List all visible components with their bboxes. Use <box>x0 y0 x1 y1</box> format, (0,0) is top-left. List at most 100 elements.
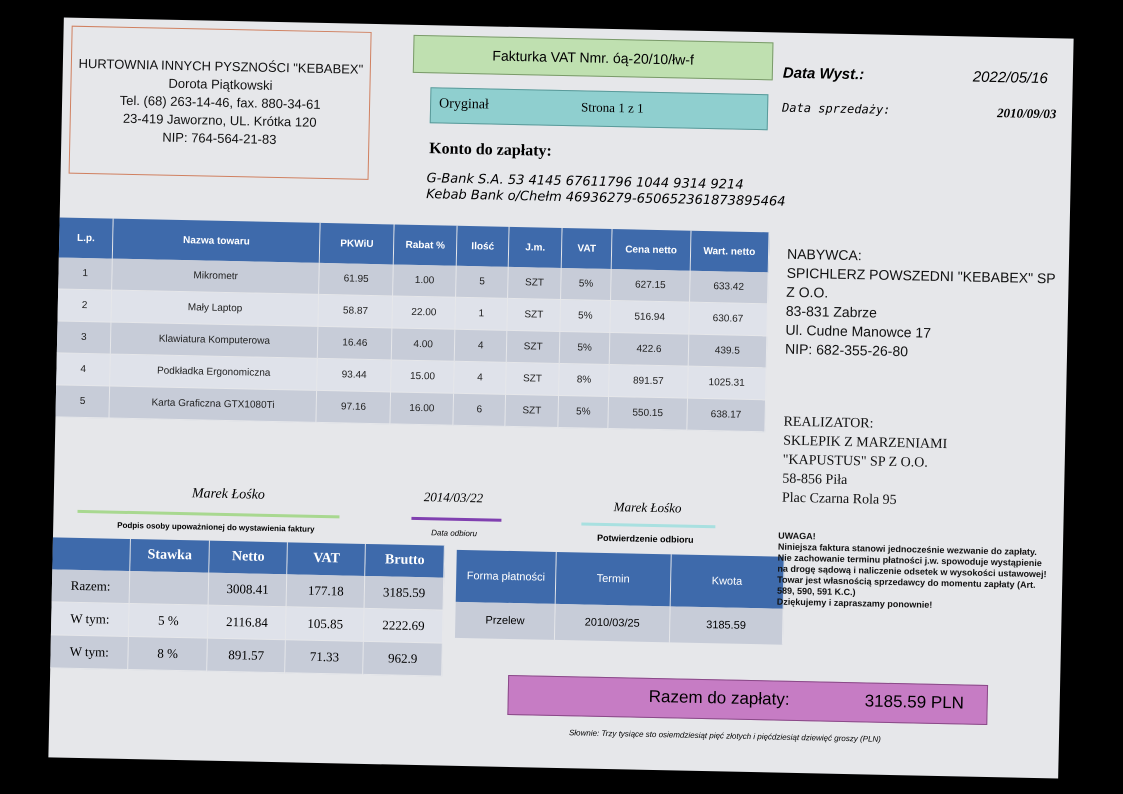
buyer-block: NABYWCA: SPICHLERZ POWSZEDNI "KEBABEX" S… <box>785 245 1056 365</box>
cell: 891.57 <box>207 638 287 674</box>
confirm-signature: Marek Łośko <box>613 499 682 516</box>
invoice-title-box: Fakturka VAT Nmr. óą-20/10/łw-f <box>412 34 774 81</box>
receipt-date: 2014/03/22 <box>423 489 484 506</box>
cell: 3008.41 <box>208 572 288 608</box>
col-cena: Cena netto <box>612 229 692 271</box>
col-stawka: Stawka <box>130 539 210 573</box>
notice-block: UWAGA! Niniejsza faktura stanowi jednocz… <box>777 531 1049 614</box>
total-label: Razem do zapłaty: <box>648 686 790 709</box>
cell: SZT <box>506 362 560 396</box>
cell: 1 <box>58 257 114 291</box>
invoice-title: Fakturka VAT Nmr. óą-20/10/łw-f <box>492 47 695 68</box>
cell: 4 <box>453 361 508 395</box>
notice-body: Niniejsza faktura stanowi jednocześnie w… <box>776 541 1047 598</box>
summary-table: Stawka Netto VAT Brutto Razem: 3008.41 177… <box>50 537 445 677</box>
original-box: Oryginał Strona 1 z 1 <box>429 87 769 131</box>
col-empty <box>52 537 132 572</box>
col-lp: L.p. <box>58 217 115 259</box>
cell: 550.15 <box>608 397 688 431</box>
cell: 891.57 <box>609 365 689 399</box>
cell: SZT <box>507 298 561 332</box>
cell: W tym: <box>50 635 130 671</box>
cell: 4 <box>454 329 508 363</box>
cell: 61.95 <box>319 262 395 297</box>
col-rabat: Rabat % <box>394 224 458 266</box>
cell: Przelew <box>454 601 556 640</box>
cell: 1025.31 <box>687 366 767 401</box>
col-wart: Wart. netto <box>690 230 770 273</box>
payment-table: Forma płatności Termin Kwota Przelew 201… <box>454 549 785 645</box>
total-box: Razem do zapłaty: 3185.59 PLN <box>507 674 989 725</box>
sale-date-label: Data sprzedaży: <box>781 100 891 117</box>
amount-in-words: Słownie: Trzy tysiące sto osiemdziesiąt … <box>568 728 881 744</box>
cell: 5% <box>560 267 613 302</box>
confirm-signature-caption: Potwierdzenie odbioru <box>596 532 694 545</box>
cell: 5 <box>55 385 111 419</box>
cell: 3 <box>56 321 112 355</box>
cell: 5 % <box>129 604 209 639</box>
auth-signature-caption: Podpis osoby upoważnionej do wystawienia… <box>117 520 315 534</box>
cell: 422.6 <box>610 333 689 367</box>
sale-date-value: 2010/09/03 <box>996 105 1057 122</box>
cell: 71.33 <box>285 640 365 675</box>
cell: 2116.84 <box>207 605 287 641</box>
cell: Podkładka Ergonomiczna <box>110 354 318 391</box>
cell: W tym: <box>50 602 130 638</box>
cell: 439.5 <box>688 334 768 369</box>
realizator-street: Plac Czarna Rola 95 <box>781 490 897 509</box>
cell: SZT <box>505 394 559 428</box>
cell: Mały Laptop <box>111 290 320 327</box>
cell: 2010/03/25 <box>555 603 671 643</box>
auth-signature: Marek Łośko <box>191 486 266 503</box>
cell: 15.00 <box>391 360 455 394</box>
cell: 93.44 <box>317 358 393 393</box>
cell: 2222.69 <box>364 608 444 644</box>
cell: 3185.59 <box>365 575 445 611</box>
cell: 5 <box>455 265 510 299</box>
cell: 8 % <box>128 637 208 672</box>
cell: 3185.59 <box>669 606 784 645</box>
payment-header-row: Forma płatności Termin Kwota <box>455 549 785 609</box>
cell: 4 <box>56 353 112 387</box>
cell: 22.00 <box>392 296 456 330</box>
col-name: Nazwa towaru <box>113 218 321 263</box>
cell: 638.17 <box>686 398 766 433</box>
items-table: L.p. Nazwa towaru PKWiU Rabat % Ilość J.… <box>55 217 770 433</box>
cell: Karta Graficzna GTX1080Ti <box>109 386 318 423</box>
cell: Mikrometr <box>112 258 320 295</box>
col-jm: J.m. <box>509 226 563 268</box>
cell: Razem: <box>51 569 131 605</box>
page-label: Strona 1 z 1 <box>580 99 644 116</box>
cell: 58.87 <box>318 294 394 329</box>
col-vat: VAT <box>561 227 613 270</box>
cell: 1 <box>455 297 509 331</box>
col-termin: Termin <box>555 551 672 607</box>
cell: 6 <box>453 393 507 427</box>
auth-signature-line <box>77 509 340 519</box>
cell: Klawiatura Komputerowa <box>111 322 319 359</box>
col-kwota: Kwota <box>670 554 785 609</box>
receipt-date-caption: Data odbioru <box>431 528 478 539</box>
cell: 16.46 <box>317 326 393 361</box>
table-row: W tym: 8 % 891.57 71.33 962.9 <box>50 635 443 677</box>
realizator-block: REALIZATOR: SKLEPIK Z MARZENIAMI "KAPUST… <box>782 413 948 511</box>
cell: 516.94 <box>610 301 690 335</box>
col-pkwiu: PKWiU <box>319 222 395 265</box>
total-amount: 3185.59 PLN <box>864 691 965 713</box>
cell: SZT <box>508 266 562 300</box>
cell: 5% <box>560 299 612 334</box>
seller-box: HURTOWNIA INNYCH PYSZNOŚCI "KEBABEX" Dor… <box>68 25 372 180</box>
cell: 2 <box>57 289 113 323</box>
cell: SZT <box>507 330 561 364</box>
invoice-document: HURTOWNIA INNYCH PYSZNOŚCI "KEBABEX" Dor… <box>48 17 1074 779</box>
col-ilosc: Ilość <box>456 225 510 267</box>
issue-date-value: 2022/05/16 <box>972 68 1049 88</box>
col-vat: VAT <box>287 542 367 576</box>
col-forma: Forma płatności <box>455 549 558 604</box>
col-brutto: Brutto <box>365 543 445 578</box>
original-label: Oryginał <box>438 96 490 113</box>
cell: 627.15 <box>611 269 691 303</box>
cell: 5% <box>559 331 611 366</box>
cell: 633.42 <box>689 270 769 305</box>
cell: 8% <box>558 363 611 398</box>
